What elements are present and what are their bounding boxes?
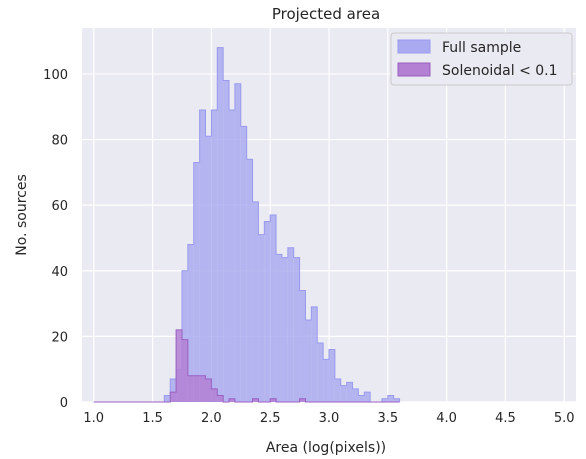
bar-0-13 xyxy=(170,379,177,402)
bar-0-27 xyxy=(252,201,259,402)
bar-0-21 xyxy=(217,47,224,403)
bar-0-22 xyxy=(223,80,230,403)
bar-0-18 xyxy=(199,110,206,402)
x-axis-label: Area (log(pixels)) xyxy=(266,440,386,456)
bar-0-26 xyxy=(246,159,253,402)
bar-0-43 xyxy=(346,382,353,402)
bar-0-44 xyxy=(352,388,359,402)
legend-label-solenoidal: Solenoidal < 0.1 xyxy=(442,63,558,79)
bar-0-33 xyxy=(287,247,294,402)
series-outline-1 xyxy=(93,329,400,403)
legend-swatch-full-sample xyxy=(397,39,431,54)
series-0 xyxy=(93,47,401,403)
bar-0-35 xyxy=(299,290,306,402)
y-tick-label-2: 40 xyxy=(51,265,68,280)
bar-0-36 xyxy=(305,319,312,402)
bar-0-37 xyxy=(311,306,318,402)
y-tick-label-0: 0 xyxy=(60,396,68,411)
bar-0-12 xyxy=(164,395,171,402)
bar-1-13 xyxy=(170,392,177,402)
bar-0-51 xyxy=(393,398,400,402)
bar-1-15 xyxy=(181,339,188,402)
bar-0-49 xyxy=(381,398,388,402)
legend-label-full-sample: Full sample xyxy=(442,40,521,56)
bar-0-34 xyxy=(293,257,300,402)
bar-1-16 xyxy=(187,375,194,402)
bar-0-40 xyxy=(329,349,335,402)
bar-0-19 xyxy=(205,136,212,402)
bar-0-50 xyxy=(387,395,394,402)
histogram-bars xyxy=(93,47,401,403)
series-1 xyxy=(93,329,400,403)
bar-0-38 xyxy=(317,342,324,402)
chart-title: Projected area xyxy=(272,5,380,23)
series-outline-0 xyxy=(93,47,401,403)
bar-1-30 xyxy=(270,398,277,402)
x-tick-label-2: 2.0 xyxy=(201,411,222,426)
bar-0-20 xyxy=(211,110,218,402)
y-tick-label-4: 80 xyxy=(51,134,68,149)
bar-0-25 xyxy=(240,126,247,402)
y-tick-label-1: 20 xyxy=(51,330,68,345)
bar-1-19 xyxy=(205,379,212,402)
bar-0-41 xyxy=(334,379,341,402)
x-tick-label-5: 3.5 xyxy=(377,411,398,426)
bar-0-16 xyxy=(187,244,194,402)
x-tick-label-4: 3.0 xyxy=(319,411,340,426)
legend: Full sample Solenoidal < 0.1 xyxy=(390,32,573,86)
bar-0-23 xyxy=(229,110,235,402)
x-tick-label-3: 2.5 xyxy=(260,411,281,426)
bar-0-24 xyxy=(234,83,241,403)
x-tick-label-1: 1.5 xyxy=(142,411,163,426)
bar-0-29 xyxy=(264,221,271,402)
bar-1-20 xyxy=(211,388,218,402)
bar-0-31 xyxy=(276,254,282,402)
bar-1-17 xyxy=(193,375,200,402)
legend-box xyxy=(390,32,573,86)
x-axis-ticks: 1.0 1.5 2.0 2.5 3.0 3.5 4.0 4.5 5.0 xyxy=(83,411,574,426)
bar-0-46 xyxy=(364,392,371,402)
bar-0-17 xyxy=(193,162,200,402)
bar-0-42 xyxy=(340,385,347,402)
bar-1-35 xyxy=(299,398,306,402)
x-tick-label-6: 4.0 xyxy=(436,411,457,426)
y-tick-label-3: 60 xyxy=(51,199,68,214)
y-tick-label-5: 100 xyxy=(43,68,68,83)
bar-0-45 xyxy=(358,395,365,402)
bar-1-23 xyxy=(229,398,235,402)
bar-0-15 xyxy=(181,270,188,402)
y-axis-label: No. sources xyxy=(14,174,30,255)
bar-0-28 xyxy=(258,234,265,402)
y-axis-ticks: 0 20 40 60 80 100 xyxy=(43,68,68,411)
bar-1-14 xyxy=(176,329,182,402)
x-tick-label-7: 4.5 xyxy=(495,411,516,426)
bar-1-27 xyxy=(252,398,259,402)
bar-0-30 xyxy=(270,215,277,402)
bar-1-21 xyxy=(217,395,224,402)
x-tick-label-0: 1.0 xyxy=(83,411,104,426)
bar-1-18 xyxy=(199,375,206,402)
bar-0-39 xyxy=(323,359,329,402)
legend-swatch-solenoidal xyxy=(397,62,431,77)
bar-0-32 xyxy=(281,257,288,402)
x-tick-label-8: 5.0 xyxy=(554,411,575,426)
